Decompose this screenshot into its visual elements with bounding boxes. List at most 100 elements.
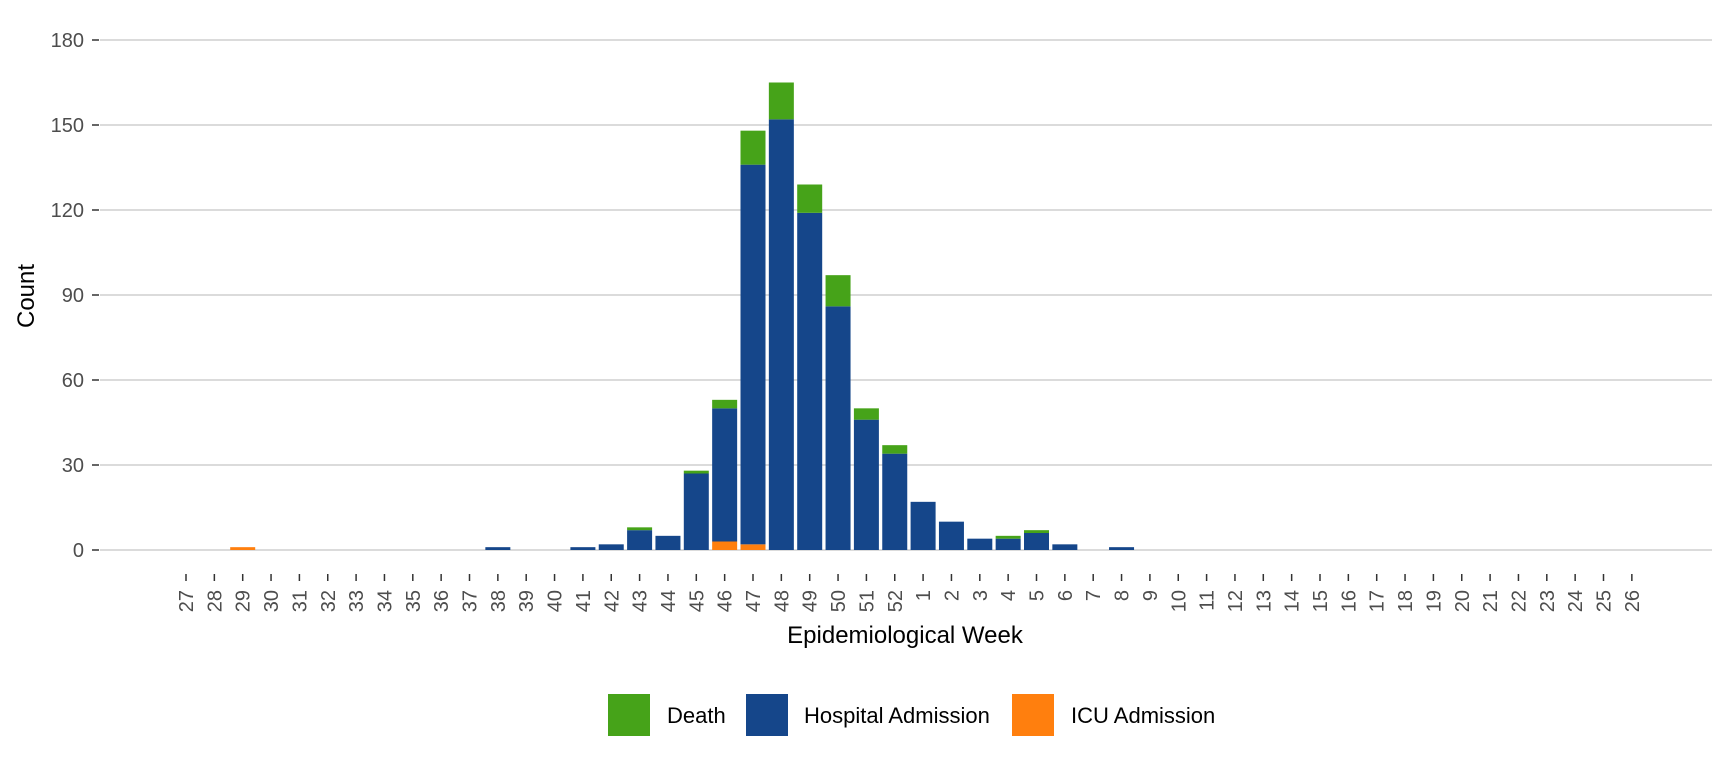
- x-tick-label: 8: [1112, 590, 1134, 601]
- bar-death-week-49: [797, 184, 823, 213]
- x-tick-label: 44: [658, 590, 680, 612]
- x-tick-label: 35: [403, 590, 425, 612]
- bar-death-week-47: [740, 130, 766, 165]
- x-tick-label: 7: [1083, 590, 1105, 601]
- x-tick-label: 26: [1622, 590, 1644, 612]
- x-tick-label: 42: [601, 590, 623, 612]
- bar-death-week-50: [825, 275, 851, 307]
- x-tick-label: 39: [516, 590, 538, 612]
- legend-label-death: Death: [667, 703, 726, 728]
- x-tick-label: 48: [771, 590, 793, 612]
- x-tick-label: 41: [573, 590, 595, 612]
- x-axis: 27 28 29 30 31 32 33 34 35 36 37 38 39 40 41 42 43 44 45 46…: [176, 574, 1644, 612]
- bar-hospital-admission-week-5: [1024, 533, 1049, 550]
- x-tick-label: 36: [431, 590, 453, 612]
- x-tick-label: 51: [856, 590, 878, 612]
- bar-hospital-admission-week-42: [598, 544, 624, 550]
- x-tick-label: 25: [1594, 590, 1616, 612]
- legend-label-icu-admission: ICU Admission: [1071, 703, 1215, 728]
- bar-hospital-admission-week-45: [683, 473, 709, 550]
- bar-hospital-admission-week-50: [825, 306, 851, 550]
- y-axis: 0 30 60 90 120 150 180: [51, 30, 99, 562]
- bar-icu-admission-week-47: [740, 544, 766, 550]
- x-tick-label: 6: [1055, 590, 1077, 601]
- bar-icu-admission-week-29: [230, 547, 256, 550]
- x-tick-label: 9: [1140, 590, 1162, 601]
- bar-hospital-admission-week-44: [655, 535, 681, 550]
- x-tick-label: 24: [1565, 590, 1587, 612]
- bar-hospital-admission-week-4: [995, 538, 1021, 550]
- y-tick-label: 30: [62, 455, 84, 477]
- x-tick-label: 16: [1338, 590, 1360, 612]
- y-axis-title: Count: [13, 264, 40, 328]
- x-tick-label: 20: [1452, 590, 1474, 612]
- bar-death-week-43: [627, 527, 653, 531]
- x-tick-label: 15: [1310, 590, 1332, 612]
- y-tick-label: 180: [51, 30, 84, 52]
- x-tick-label: 2: [941, 590, 963, 601]
- y-tick-label: 90: [62, 285, 84, 307]
- bar-hospital-admission-week-49: [797, 212, 823, 551]
- bar-hospital-admission-week-3: [967, 538, 993, 550]
- x-tick-label: 19: [1423, 590, 1445, 612]
- x-tick-label: 46: [715, 590, 737, 612]
- x-tick-label: 5: [1027, 590, 1049, 601]
- x-tick-label: 32: [318, 590, 340, 612]
- x-tick-label: 3: [970, 590, 992, 601]
- legend-swatch-hospital-admission: [746, 694, 788, 736]
- legend-label-hospital-admission: Hospital Admission: [804, 703, 990, 728]
- x-tick-label: 10: [1168, 590, 1190, 612]
- x-tick-label: 21: [1480, 590, 1502, 612]
- bar-death-week-5: [1024, 530, 1049, 533]
- bar-hospital-admission-week-8: [1109, 547, 1135, 550]
- x-tick-label: 37: [460, 590, 482, 612]
- bar-death-week-51: [853, 408, 879, 420]
- bar-death-week-46: [712, 399, 738, 409]
- bar-hospital-admission-week-2: [938, 521, 964, 550]
- x-tick-label: 47: [743, 590, 765, 612]
- bar-hospital-admission-week-48: [768, 119, 794, 550]
- x-tick-label: 13: [1253, 590, 1275, 612]
- x-tick-label: 45: [686, 590, 708, 612]
- x-tick-label: 11: [1197, 590, 1219, 611]
- bar-hospital-admission-week-1: [910, 501, 936, 550]
- x-tick-label: 34: [374, 590, 396, 612]
- y-tick-label: 0: [73, 540, 84, 562]
- x-tick-label: 1: [913, 590, 935, 601]
- x-tick-label: 50: [828, 590, 850, 612]
- x-axis-title: Epidemiological Week: [787, 622, 1024, 649]
- x-tick-label: 31: [289, 590, 311, 612]
- x-tick-label: 52: [885, 590, 907, 612]
- x-tick-label: 30: [261, 590, 283, 612]
- bar-death-week-4: [995, 535, 1021, 539]
- x-tick-label: 12: [1225, 590, 1247, 612]
- x-tick-label: 43: [630, 590, 652, 612]
- bar-hospital-admission-week-47: [740, 164, 766, 545]
- bar-hospital-admission-week-52: [882, 453, 908, 550]
- x-tick-label: 18: [1395, 590, 1417, 612]
- x-tick-label: 4: [998, 590, 1020, 601]
- bar-hospital-admission-week-41: [570, 547, 596, 550]
- bars: [230, 82, 1135, 551]
- bar-hospital-admission-week-38: [485, 547, 511, 550]
- bar-icu-admission-week-46: [712, 541, 738, 550]
- x-tick-label: 38: [488, 590, 510, 612]
- x-tick-label: 17: [1367, 590, 1389, 612]
- legend-swatch-icu-admission: [1012, 694, 1054, 736]
- bar-death-week-48: [768, 82, 794, 120]
- x-tick-label: 27: [176, 590, 198, 612]
- bar-death-week-52: [882, 445, 908, 454]
- x-tick-label: 29: [233, 590, 255, 612]
- bar-death-week-45: [683, 470, 709, 474]
- x-tick-label: 14: [1282, 590, 1304, 612]
- gridlines: [100, 39, 1712, 551]
- x-tick-label: 22: [1508, 590, 1530, 612]
- x-tick-label: 49: [800, 590, 822, 612]
- x-tick-label: 40: [545, 590, 567, 612]
- y-tick-label: 120: [51, 200, 84, 222]
- x-tick-label: 23: [1537, 590, 1559, 612]
- y-tick-label: 60: [62, 370, 84, 392]
- bar-hospital-admission-week-6: [1052, 544, 1078, 550]
